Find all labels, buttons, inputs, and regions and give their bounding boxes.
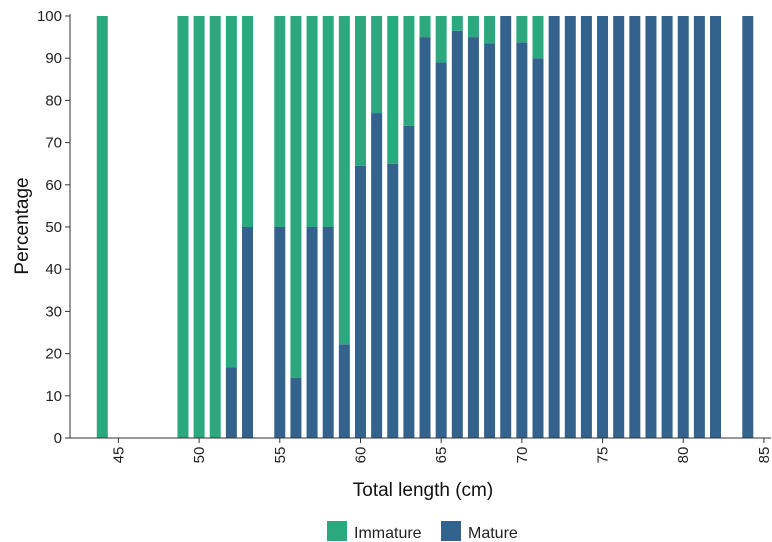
x-tick-label-85: 85 <box>756 447 772 464</box>
plot-area <box>96 16 754 439</box>
bar-mature-76 <box>613 16 625 438</box>
bar-immature-53 <box>242 16 254 227</box>
y-tick-label-30: 30 <box>45 303 62 320</box>
x-tick-label-75: 75 <box>595 447 612 464</box>
y-axis: 0 10 20 30 40 50 60 70 80 90 100 <box>37 8 71 447</box>
bar-immature-56 <box>290 16 302 378</box>
x-tick-label-55: 55 <box>272 447 289 464</box>
bar-mature-59 <box>338 344 350 438</box>
bar-immature-67 <box>467 16 479 38</box>
bar-mature-81 <box>693 16 705 438</box>
bar-immature-62 <box>387 16 399 164</box>
bar-immature-71 <box>532 16 544 59</box>
bar-mature-55 <box>274 227 286 438</box>
bar-mature-57 <box>306 227 318 438</box>
x-tick-label-65: 65 <box>433 447 450 464</box>
bar-immature-64 <box>419 16 431 38</box>
bar-mature-82 <box>710 16 722 438</box>
legend-label-immature: Immature <box>354 525 422 542</box>
y-tick-label-20: 20 <box>45 346 62 363</box>
bar-mature-52 <box>225 367 237 438</box>
bar-mature-78 <box>645 16 657 438</box>
bar-mature-72 <box>548 16 560 438</box>
bar-immature-63 <box>403 16 415 126</box>
bar-mature-62 <box>387 163 399 438</box>
bar-mature-77 <box>629 16 641 438</box>
bar-mature-68 <box>484 43 496 439</box>
legend-label-mature: Mature <box>468 525 518 542</box>
y-tick-label-70: 70 <box>45 135 62 152</box>
y-tick-label-0: 0 <box>54 430 62 447</box>
y-tick-label-50: 50 <box>45 219 62 236</box>
bar-mature-60 <box>354 165 366 438</box>
x-tick-label-70: 70 <box>514 447 531 464</box>
y-tick-label-60: 60 <box>45 177 62 194</box>
bar-mature-64 <box>419 37 431 438</box>
y-tick-label-40: 40 <box>45 261 62 278</box>
bar-immature-65 <box>435 16 447 63</box>
x-tick-label-50: 50 <box>191 447 208 464</box>
bar-mature-56 <box>290 377 302 438</box>
bar-immature-61 <box>371 16 383 114</box>
bar-mature-84 <box>742 16 754 438</box>
bar-mature-74 <box>580 16 592 438</box>
bar-mature-65 <box>435 62 447 439</box>
bar-immature-59 <box>338 16 350 345</box>
bar-mature-58 <box>322 227 334 438</box>
bar-immature-66 <box>451 16 463 31</box>
legend-swatch-mature <box>441 521 461 541</box>
bar-immature-50 <box>193 16 205 438</box>
bar-immature-44 <box>96 16 108 438</box>
y-tick-label-90: 90 <box>45 50 62 67</box>
bar-mature-63 <box>403 125 415 438</box>
bar-immature-49 <box>177 16 189 438</box>
bar-mature-73 <box>564 16 576 438</box>
bar-immature-55 <box>274 16 286 227</box>
bar-immature-57 <box>306 16 318 227</box>
bar-mature-67 <box>467 37 479 438</box>
y-tick-label-80: 80 <box>45 92 62 109</box>
legend-swatch-immature <box>327 521 347 541</box>
bar-mature-69 <box>500 16 512 438</box>
legend: Immature Mature <box>327 521 518 542</box>
x-axis: 45 50 55 60 65 70 75 80 85 <box>70 437 772 464</box>
y-tick-label-100: 100 <box>37 8 62 25</box>
y-tick-label-10: 10 <box>45 388 62 405</box>
x-tick-label-60: 60 <box>352 447 369 464</box>
bar-mature-79 <box>661 16 673 438</box>
bar-immature-51 <box>209 16 221 438</box>
bar-mature-80 <box>677 16 689 438</box>
bar-mature-61 <box>371 113 383 438</box>
bar-mature-53 <box>242 227 254 438</box>
y-axis-title: Percentage <box>12 177 33 274</box>
bar-mature-71 <box>532 58 544 438</box>
x-axis-title: Total length (cm) <box>353 480 493 501</box>
bar-immature-58 <box>322 16 334 227</box>
x-tick-label-80: 80 <box>675 447 692 464</box>
bar-immature-52 <box>225 16 237 368</box>
bar-mature-66 <box>451 30 463 439</box>
bar-mature-75 <box>597 16 609 438</box>
bar-immature-70 <box>516 16 528 43</box>
bar-immature-60 <box>354 16 366 166</box>
x-tick-label-45: 45 <box>110 447 127 464</box>
bar-immature-68 <box>484 16 496 44</box>
bar-mature-70 <box>516 42 528 439</box>
